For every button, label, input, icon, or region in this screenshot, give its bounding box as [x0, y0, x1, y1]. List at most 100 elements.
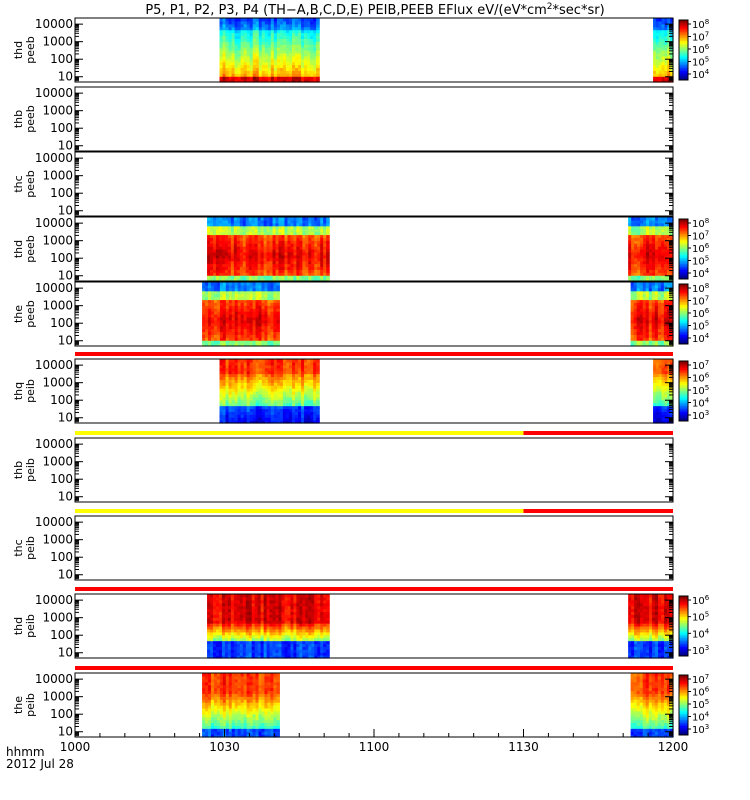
spectrogram-cell — [251, 269, 256, 273]
spectrogram-cell — [633, 343, 638, 347]
colorbar-label-base: 10 — [692, 309, 705, 320]
spectrogram-cell — [282, 382, 287, 386]
spectrogram-cell — [252, 322, 257, 327]
spectrogram-cell — [240, 38, 245, 42]
spectrogram-cell — [240, 23, 245, 28]
spectrogram-cell — [257, 278, 262, 282]
spectrogram-cell — [281, 231, 286, 236]
spectrogram-cell — [230, 246, 235, 250]
spectrogram-cell — [227, 237, 232, 241]
spectrogram-cell — [215, 649, 220, 653]
spectrogram-cell — [646, 272, 650, 276]
spectrogram-cell — [288, 411, 293, 415]
spectrogram-cell — [240, 367, 245, 372]
y-tick-label: 10000 — [35, 281, 73, 295]
spectrogram-cell — [254, 269, 259, 273]
spectrogram-cell — [272, 234, 277, 238]
spectrogram-cell — [210, 302, 215, 306]
spectrogram-cell — [276, 361, 281, 366]
spectrogram-cell — [640, 249, 644, 253]
spectrogram-cell — [664, 67, 668, 71]
spectrogram-cell — [224, 219, 229, 224]
spectrogram-cell — [213, 643, 217, 647]
spectrogram-cell — [266, 249, 271, 253]
spectrogram-segment-1 — [219, 18, 320, 83]
spectrogram-cell — [316, 29, 320, 34]
spectrogram-cell — [275, 234, 280, 238]
spectrogram-cell — [239, 249, 244, 253]
spectrogram-cell — [279, 379, 284, 383]
spectrogram-cell — [215, 225, 220, 230]
spectrogram-cell — [234, 385, 239, 389]
spectrogram-cell — [252, 334, 257, 338]
spectrogram-cell — [230, 217, 235, 221]
spectrogram-cell — [664, 376, 668, 380]
spectrogram-cell — [296, 249, 300, 253]
spectrogram-cell — [287, 219, 292, 224]
spectrogram-cell — [237, 385, 242, 389]
spectrogram-cell — [295, 373, 299, 378]
spectrogram-cell — [231, 299, 236, 303]
spectrogram-cell — [282, 417, 287, 421]
spectrogram-cell — [225, 370, 230, 375]
spectrogram-cell — [633, 322, 638, 327]
spectrogram-cell — [316, 391, 320, 395]
spectrogram-cell — [258, 55, 263, 60]
spectrogram-cell — [237, 391, 242, 395]
spectrogram-cell — [260, 225, 265, 230]
spectrogram-cell — [667, 251, 671, 256]
spectrogram-cell — [237, 405, 242, 410]
spectrogram-cell — [317, 249, 321, 253]
spectrogram-cell — [276, 370, 281, 375]
spectrogram-cell — [216, 319, 221, 324]
spectrogram-cell — [663, 340, 668, 344]
spectrogram-cell — [293, 260, 297, 265]
spectrogram-cell — [218, 623, 223, 627]
spectrogram-cell — [252, 340, 257, 344]
spectrogram-cell — [225, 76, 230, 80]
spectrogram-cell — [237, 393, 242, 398]
colorbar-label: 104 — [692, 332, 710, 345]
spectrogram-cell — [225, 382, 230, 386]
colorbar-cell — [679, 306, 688, 309]
spectrogram-cell — [269, 217, 274, 221]
spectrogram-cell — [231, 41, 236, 45]
spectrogram-cell — [213, 305, 218, 309]
spectrogram-cell — [664, 38, 668, 42]
spectrogram-cell — [287, 254, 292, 259]
spectrogram-cell — [640, 269, 644, 273]
spectrogram-cell — [310, 405, 314, 410]
spectrogram-cell — [272, 225, 277, 230]
spectrogram-cell — [664, 41, 668, 45]
spectrogram-cell — [301, 32, 305, 37]
spectrogram-cell — [640, 275, 644, 279]
spectrogram-cell — [254, 249, 259, 253]
spectrogram-cell — [307, 402, 311, 407]
colorbar-cell — [679, 69, 688, 72]
spectrogram-cell — [240, 417, 245, 421]
spectrogram-cell — [654, 302, 659, 306]
spectrogram-cell — [295, 32, 299, 37]
spectrogram-cell — [323, 263, 327, 268]
spectrogram-cell — [282, 402, 287, 407]
spectrogram-cell — [225, 367, 230, 372]
spectrogram-cell — [239, 231, 244, 236]
spectrogram-cell — [293, 225, 297, 230]
y-tick-label: 100 — [50, 472, 73, 486]
spectrogram-cell — [239, 257, 244, 262]
spectrogram-cell — [242, 272, 247, 276]
spectrogram-cell — [285, 385, 290, 389]
spectrogram-cell — [264, 376, 269, 380]
spectrogram-cell — [252, 58, 257, 63]
spectrogram-cell — [655, 32, 660, 37]
spectrogram-cell — [210, 225, 214, 230]
spectrogram-cell — [267, 373, 272, 378]
spectrogram-cell — [230, 594, 235, 598]
spectrogram-cell — [225, 328, 230, 333]
spectrogram-cell — [230, 260, 235, 265]
spectrogram-cell — [221, 652, 226, 656]
spectrogram-cell — [255, 373, 260, 378]
spectrogram-cell — [661, 231, 665, 236]
spectrogram-cell — [305, 231, 309, 236]
spectrogram-cell — [246, 296, 251, 301]
